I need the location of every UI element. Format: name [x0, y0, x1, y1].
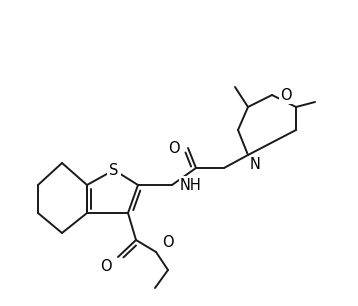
Text: O: O [168, 140, 180, 155]
Text: S: S [109, 162, 119, 177]
Text: NH: NH [180, 177, 202, 192]
Text: O: O [162, 235, 174, 250]
Text: O: O [100, 259, 112, 274]
Text: N: N [250, 157, 261, 172]
Text: O: O [280, 88, 292, 103]
